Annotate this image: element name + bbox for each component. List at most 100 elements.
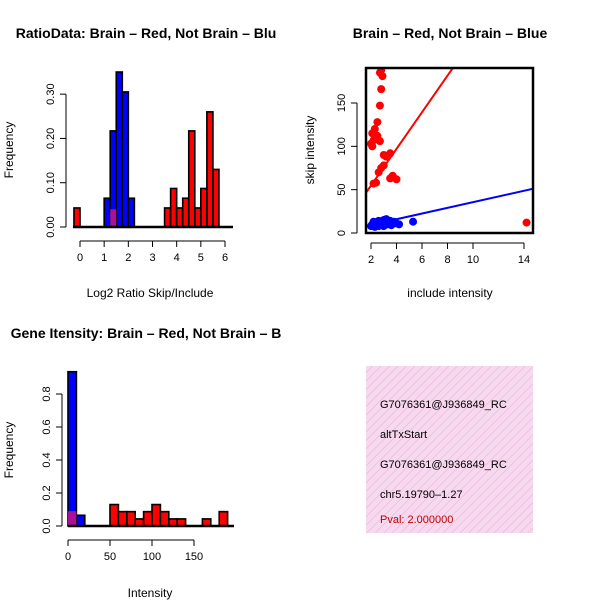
scatter-point-brain xyxy=(374,168,383,177)
scatter-point-not-brain xyxy=(409,217,418,226)
intensity-y-tick-label: 0.0 xyxy=(41,518,53,533)
intensity-bar-brain xyxy=(159,510,170,527)
ratio-bar-not-brain xyxy=(115,71,124,228)
scatter-point-brain xyxy=(375,137,384,146)
ratio-histogram-y-axis: 0.00 0.10 0.20 0.30 xyxy=(45,83,67,238)
intensity-histogram-title: Gene Itensity: Brain – Red, Not Brain – … xyxy=(11,325,282,341)
info-location: chr5.19790–1.27 xyxy=(380,489,463,501)
intensity-histogram-panel: Gene Itensity: Brain – Red, Not Brain – … xyxy=(2,325,281,600)
ratio-bar-brain xyxy=(187,130,196,228)
intensity-y-tick-label: 0.2 xyxy=(41,485,53,500)
ratio-bar-not-brain xyxy=(127,197,136,228)
ratio-bar-brain xyxy=(200,187,208,228)
ratio-x-tick-label: 4 xyxy=(174,252,180,264)
ratio-x-tick-label: 1 xyxy=(101,252,107,264)
scatter-y-label: skip intensity xyxy=(303,116,317,185)
scatter-point-not-brain xyxy=(395,220,404,229)
ratio-bar-not-brain xyxy=(103,197,112,228)
scatter-point-brain xyxy=(386,149,395,158)
intensity-x-tick-label: 0 xyxy=(65,551,71,563)
ratio-bar-brain xyxy=(169,187,178,228)
scatter-y-axis: 0 50 100 150 xyxy=(336,94,358,236)
ratio-histogram-bars xyxy=(73,71,220,228)
scatter-plot-frame xyxy=(364,66,535,235)
scatter-x-label: include intensity xyxy=(407,286,492,300)
intensity-y-tick-label: 0.4 xyxy=(41,452,53,467)
scatter-point-brain xyxy=(369,179,378,188)
intensity-x-tick-label: 100 xyxy=(143,551,161,563)
intensity-bar-not-brain xyxy=(67,370,78,527)
intensity-bar-brain xyxy=(151,503,162,527)
info-pvalue: Pval: 2.000000 xyxy=(380,514,453,526)
scatter-y-tick-label: 100 xyxy=(336,137,348,155)
intensity-bar-brain xyxy=(109,503,120,527)
ratio-bar-brain xyxy=(175,207,184,228)
ratio-x-tick-label: 0 xyxy=(77,252,83,264)
scatter-fit-line-brain xyxy=(366,68,454,195)
ratio-bar-brain xyxy=(181,197,190,228)
ratio-histogram-title: RatioData: Brain – Red, Not Brain – Blu xyxy=(16,25,277,41)
intensity-scatter-panel: Brain – Red, Not Brain – Blue 2 4 6 8 10 14 0… xyxy=(303,25,547,300)
scatter-point-not-brain xyxy=(379,222,388,231)
scatter-point-brain xyxy=(377,85,386,94)
scatter-point-brain xyxy=(392,175,401,184)
scatter-point-brain xyxy=(522,218,531,227)
scatter-points xyxy=(367,68,531,231)
ratio-histogram-panel: RatioData: Brain – Red, Not Brain – Blu … xyxy=(2,25,276,300)
scatter-x-tick-label: 4 xyxy=(393,254,399,266)
ratio-y-tick-label: 0.30 xyxy=(45,83,57,104)
intensity-histogram-x-axis: 0 50 100 150 xyxy=(65,539,203,563)
scatter-point-brain xyxy=(378,72,387,81)
ratio-x-tick-label: 6 xyxy=(222,252,228,264)
scatter-title: Brain – Red, Not Brain – Blue xyxy=(353,25,548,41)
info-panel-background xyxy=(366,366,533,533)
intensity-histogram-y-axis: 0.0 0.2 0.4 0.6 0.8 xyxy=(41,386,63,534)
ratio-histogram-x-axis: 0 1 2 3 4 5 6 xyxy=(77,240,228,264)
ratio-bar-brain xyxy=(73,207,81,228)
intensity-x-tick-label: 150 xyxy=(185,551,203,563)
info-gene-id: G7076361@J936849_RC xyxy=(380,399,507,411)
ratio-y-tick-label: 0.20 xyxy=(45,128,57,149)
ratio-bar-brain xyxy=(193,207,202,228)
intensity-bar-not-brain xyxy=(75,514,86,527)
ratio-y-tick-label: 0.10 xyxy=(45,172,57,193)
intensity-bar-brain xyxy=(117,510,128,527)
scatter-x-tick-label: 2 xyxy=(368,254,374,266)
scatter-x-axis: 2 4 6 8 10 14 xyxy=(368,242,530,266)
scatter-point-brain xyxy=(386,174,395,183)
scatter-y-tick-label: 0 xyxy=(336,230,348,236)
intensity-bar-brain xyxy=(218,510,229,527)
info-event-type: altTxStart xyxy=(380,429,427,441)
intensity-bar-overlap xyxy=(68,511,77,526)
intensity-y-tick-label: 0.6 xyxy=(41,419,53,434)
scatter-x-tick-label: 14 xyxy=(518,254,530,266)
ratio-bar-overlap xyxy=(110,209,117,227)
scatter-y-tick-label: 50 xyxy=(336,184,348,196)
scatter-point-brain xyxy=(368,142,377,151)
scatter-point-brain xyxy=(373,118,382,127)
ratio-histogram-y-label: Frequency xyxy=(2,122,16,179)
ratio-bar-brain xyxy=(212,168,220,228)
scatter-x-tick-label: 6 xyxy=(419,254,425,266)
ratio-x-tick-label: 2 xyxy=(125,252,131,264)
intensity-histogram-bars xyxy=(67,370,229,527)
scatter-point-brain xyxy=(375,101,384,110)
info-junction-id: G7076361@J936849_RC xyxy=(380,459,507,471)
scatter-fit-lines xyxy=(366,68,533,228)
intensity-y-tick-label: 0.8 xyxy=(41,386,53,401)
intensity-bar-brain xyxy=(126,510,137,527)
ratio-bar-not-brain xyxy=(121,91,130,228)
intensity-histogram-y-label: Frequency xyxy=(2,422,16,479)
info-panel: G7076361@J936849_RC altTxStart G7076361@… xyxy=(366,366,533,533)
ratio-histogram-x-label: Log2 Ratio Skip/Include xyxy=(87,286,214,300)
scatter-x-tick-label: 10 xyxy=(467,254,479,266)
scatter-x-tick-label: 8 xyxy=(444,254,450,266)
ratio-x-tick-label: 5 xyxy=(198,252,204,264)
intensity-histogram-x-label: Intensity xyxy=(128,586,173,600)
ratio-y-tick-label: 0.00 xyxy=(45,216,57,237)
scatter-y-tick-label: 150 xyxy=(336,94,348,112)
ratio-bar-brain xyxy=(163,207,172,228)
ratio-bar-brain xyxy=(206,111,214,228)
scatter-point-not-brain xyxy=(374,216,383,225)
